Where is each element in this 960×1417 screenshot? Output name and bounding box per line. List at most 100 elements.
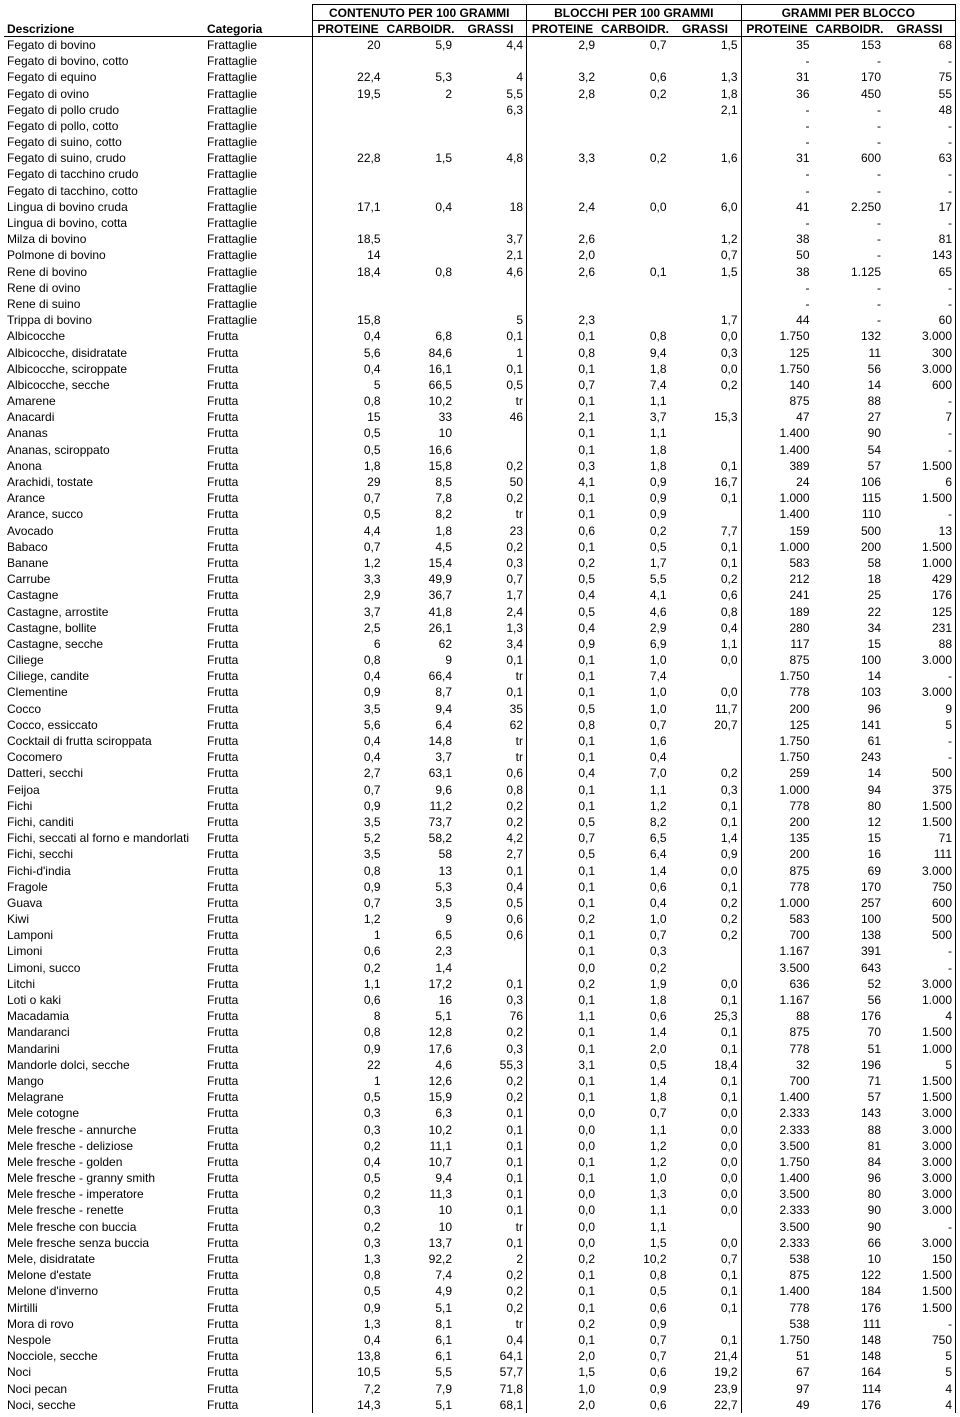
value-cell: 0,3	[670, 344, 742, 360]
value-cell: 81	[813, 1138, 885, 1154]
value-cell: 0,2	[527, 1251, 599, 1267]
description-cell: Limoni	[4, 943, 204, 959]
category-cell: Frutta	[204, 571, 312, 587]
table-row: FragoleFrutta0,95,30,40,10,60,1778170750	[4, 879, 956, 895]
value-cell: 1.750	[741, 668, 813, 684]
value-cell	[670, 425, 742, 441]
description-cell: Arance, succo	[4, 506, 204, 522]
value-cell: 88	[813, 393, 885, 409]
value-cell: 15	[813, 830, 885, 846]
table-row: Datteri, secchiFrutta2,763,10,60,47,00,2…	[4, 765, 956, 781]
value-cell: 1.400	[741, 442, 813, 458]
category-cell: Frutta	[204, 1219, 312, 1235]
value-cell: 0,1	[527, 328, 599, 344]
value-cell: 122	[813, 1267, 885, 1283]
table-row: MacadamiaFrutta85,1761,10,625,3881764	[4, 1008, 956, 1024]
description-cell: Mele fresche - golden	[4, 1154, 204, 1170]
table-row: LamponiFrutta16,50,60,10,70,2700138500	[4, 927, 956, 943]
value-cell: -	[813, 296, 885, 312]
value-cell: -	[884, 425, 956, 441]
value-cell: 80	[813, 798, 885, 814]
value-cell: 1.500	[884, 539, 956, 555]
value-cell: 0,1	[455, 361, 527, 377]
value-cell: 48	[884, 102, 956, 118]
description-cell: Carrube	[4, 571, 204, 587]
value-cell: 0,1	[527, 1154, 599, 1170]
description-cell: Lingua di bovino cruda	[4, 199, 204, 215]
value-cell: 88	[884, 636, 956, 652]
table-row: Trippa di bovinoFrattaglie15,852,31,744-…	[4, 312, 956, 328]
value-cell: tr	[455, 733, 527, 749]
value-cell: 3.500	[741, 1186, 813, 1202]
description-cell: Litchi	[4, 976, 204, 992]
value-cell: 44	[741, 312, 813, 328]
value-cell: 1,1	[598, 1121, 670, 1137]
value-cell: 1.000	[741, 782, 813, 798]
value-cell	[312, 134, 384, 150]
value-cell	[598, 134, 670, 150]
value-cell: 132	[813, 328, 885, 344]
value-cell: 0,9	[312, 798, 384, 814]
value-cell: -	[741, 134, 813, 150]
description-cell: Melone d'estate	[4, 1267, 204, 1283]
value-cell	[384, 231, 456, 247]
value-cell: 23,9	[670, 1380, 742, 1396]
value-cell: 14	[813, 765, 885, 781]
category-cell: Frutta	[204, 879, 312, 895]
category-cell: Frutta	[204, 344, 312, 360]
value-cell: 3.000	[884, 1235, 956, 1251]
value-cell	[670, 118, 742, 134]
value-cell: 538	[741, 1316, 813, 1332]
value-cell: 0,4	[670, 620, 742, 636]
value-cell: 1,1	[670, 636, 742, 652]
value-cell: 54	[813, 442, 885, 458]
value-cell	[384, 280, 456, 296]
value-cell: 1	[312, 1073, 384, 1089]
value-cell: 0,0	[670, 361, 742, 377]
value-cell: 1,8	[598, 458, 670, 474]
value-cell: 55	[884, 85, 956, 101]
value-cell: 0,4	[598, 749, 670, 765]
value-cell: tr	[455, 668, 527, 684]
value-cell: 0,0	[670, 1138, 742, 1154]
value-cell	[598, 53, 670, 69]
category-cell: Frutta	[204, 684, 312, 700]
table-row: Lingua di bovino crudaFrattaglie17,10,41…	[4, 199, 956, 215]
value-cell: 15,8	[312, 312, 384, 328]
value-cell: 1,0	[527, 1380, 599, 1396]
value-cell: 1.750	[741, 1154, 813, 1170]
table-row: AnacardiFrutta1533462,13,715,347277	[4, 409, 956, 425]
value-cell: 0,0	[527, 1219, 599, 1235]
value-cell: 60	[884, 312, 956, 328]
value-cell: -	[813, 183, 885, 199]
value-cell: 22	[312, 1057, 384, 1073]
value-cell: 0,6	[312, 992, 384, 1008]
value-cell: 0,3	[312, 1105, 384, 1121]
category-cell: Frutta	[204, 1380, 312, 1396]
description-cell: Mele fresche - imperatore	[4, 1186, 204, 1202]
value-cell: 143	[813, 1105, 885, 1121]
value-cell: 0,6	[527, 523, 599, 539]
value-cell: 5,5	[455, 85, 527, 101]
value-cell: 2,9	[598, 620, 670, 636]
value-cell: 4,9	[384, 1283, 456, 1299]
value-cell: 3.000	[884, 328, 956, 344]
column-header: CARBOIDR.	[384, 21, 456, 37]
value-cell: 0,3	[670, 782, 742, 798]
value-cell: 0,2	[312, 1219, 384, 1235]
value-cell: 1,4	[384, 960, 456, 976]
table-row: Arance, succoFrutta0,58,2tr0,10,91.40011…	[4, 506, 956, 522]
category-cell: Frutta	[204, 1121, 312, 1137]
description-cell: Fichi-d'india	[4, 862, 204, 878]
value-cell: 41,8	[384, 603, 456, 619]
description-cell: Ananas	[4, 425, 204, 441]
value-cell: 10,2	[598, 1251, 670, 1267]
value-cell: 14	[813, 668, 885, 684]
description-cell: Avocado	[4, 523, 204, 539]
value-cell: 96	[813, 1170, 885, 1186]
table-row: Arachidi, tostateFrutta298,5504,10,916,7…	[4, 474, 956, 490]
description-cell: Mandaranci	[4, 1024, 204, 1040]
category-cell: Frutta	[204, 960, 312, 976]
table-header: CONTENUTO PER 100 GRAMMI BLOCCHI PER 100…	[4, 5, 956, 37]
value-cell: 49,9	[384, 571, 456, 587]
